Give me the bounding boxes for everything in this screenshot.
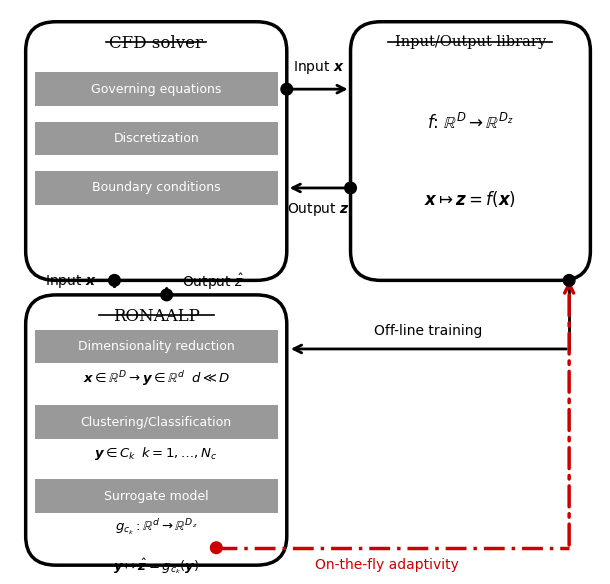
Ellipse shape (563, 274, 575, 286)
FancyBboxPatch shape (35, 479, 278, 513)
Text: $\boldsymbol{y} \mapsto \hat{\boldsymbol{z}} = g_{c_k}(\boldsymbol{y})$: $\boldsymbol{y} \mapsto \hat{\boldsymbol… (113, 557, 199, 576)
FancyBboxPatch shape (351, 22, 590, 280)
Text: Clustering/Classification: Clustering/Classification (81, 416, 232, 429)
Text: Output $\boldsymbol{z}$: Output $\boldsymbol{z}$ (287, 201, 350, 218)
Text: Input/Output library: Input/Output library (395, 34, 546, 48)
FancyBboxPatch shape (35, 405, 278, 439)
Ellipse shape (345, 182, 356, 194)
Text: CFD solver: CFD solver (109, 34, 203, 51)
Text: On-the-fly adaptivity: On-the-fly adaptivity (315, 558, 459, 572)
Text: Input $\boldsymbol{x}$: Input $\boldsymbol{x}$ (293, 60, 345, 77)
Text: Input $\boldsymbol{x}$: Input $\boldsymbol{x}$ (45, 273, 96, 290)
Ellipse shape (109, 274, 120, 286)
FancyBboxPatch shape (26, 295, 287, 565)
FancyBboxPatch shape (26, 22, 287, 280)
Text: $\boldsymbol{x} \in \mathbb{R}^D \rightarrow \boldsymbol{y} \in \mathbb{R}^d \;\: $\boldsymbol{x} \in \mathbb{R}^D \righta… (82, 369, 230, 388)
Text: Discretization: Discretization (113, 132, 199, 145)
FancyBboxPatch shape (35, 171, 278, 205)
Text: Output $\hat{z}$: Output $\hat{z}$ (182, 272, 244, 292)
Text: $g_{c_k}: \mathbb{R}^d \rightarrow \mathbb{R}^{D_z}$: $g_{c_k}: \mathbb{R}^d \rightarrow \math… (115, 517, 198, 537)
Text: Dimensionality reduction: Dimensionality reduction (78, 340, 235, 353)
FancyBboxPatch shape (35, 121, 278, 155)
Text: Boundary conditions: Boundary conditions (92, 182, 221, 194)
Ellipse shape (210, 542, 222, 554)
FancyBboxPatch shape (35, 330, 278, 363)
Ellipse shape (281, 84, 293, 95)
Text: Surrogate model: Surrogate model (104, 489, 209, 502)
FancyBboxPatch shape (35, 72, 278, 106)
Text: $\boldsymbol{y} \in C_k \;\; k = 1, \ldots, N_c$: $\boldsymbol{y} \in C_k \;\; k = 1, \ldo… (95, 445, 218, 462)
Text: Governing equations: Governing equations (91, 83, 221, 96)
Text: $\boldsymbol{x} \mapsto \boldsymbol{z} = f(\boldsymbol{x})$: $\boldsymbol{x} \mapsto \boldsymbol{z} =… (425, 189, 517, 209)
Text: Off-line training: Off-line training (374, 325, 482, 339)
Ellipse shape (161, 289, 173, 301)
Text: RONAALP: RONAALP (113, 308, 199, 325)
Text: $f$: $\mathbb{R}^D \rightarrow \mathbb{R}^{D_z}$: $f$: $\mathbb{R}^D \rightarrow \mathbb{R… (427, 113, 514, 134)
